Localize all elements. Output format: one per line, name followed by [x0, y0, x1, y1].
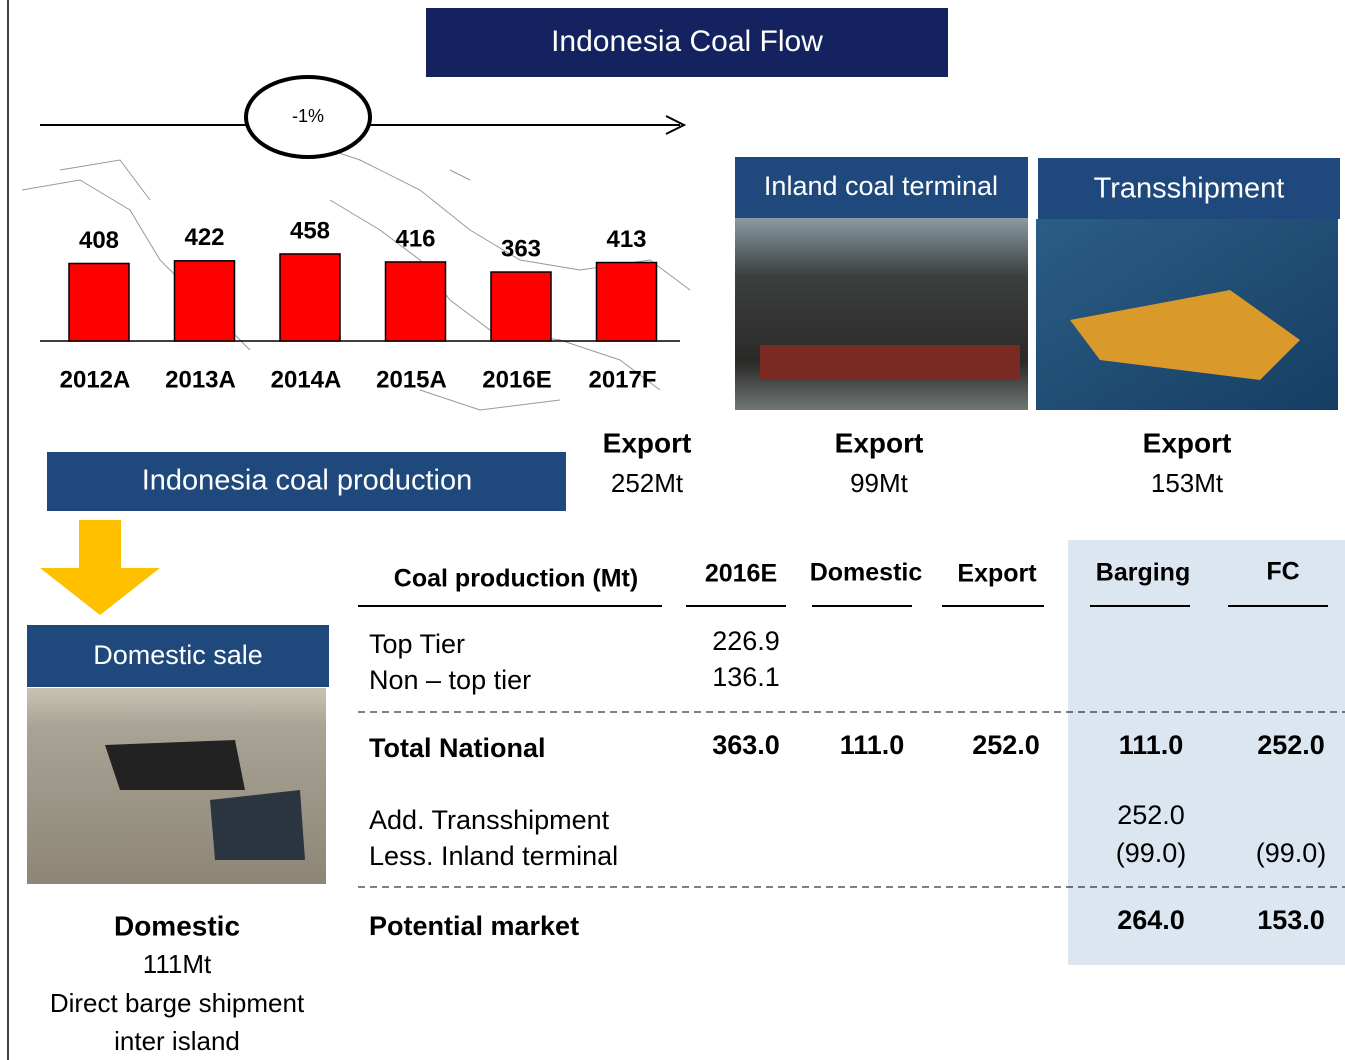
export-kind: Export [603, 427, 692, 458]
cell: 264.0 [1117, 905, 1185, 935]
photo-vessel [1070, 290, 1300, 380]
cagr-label: -1% [292, 106, 324, 126]
row-label: Less. Inland terminal [369, 841, 618, 871]
domestic-box [27, 625, 329, 687]
domestic-note: inter island [114, 1026, 240, 1056]
cell: 111.0 [1119, 730, 1184, 760]
column-header: Barging [1096, 559, 1190, 587]
photo-tug [210, 790, 305, 860]
bar [384, 261, 447, 342]
column-header: Coal production (Mt) [394, 565, 638, 593]
caption-box [47, 452, 566, 511]
data-label: 416 [395, 225, 435, 252]
highlight [1068, 540, 1345, 965]
bar [490, 271, 552, 342]
cell: 363.0 [712, 730, 780, 760]
column-header: 2016E [705, 560, 777, 588]
cell: 252.0 [1117, 800, 1185, 830]
x-tick-label: 2016E [482, 366, 551, 393]
data-label: 458 [290, 217, 330, 244]
photo-ship [760, 345, 1020, 380]
x-tick-label: 2012A [60, 366, 131, 393]
x-tick-label: 2017F [588, 366, 656, 393]
cell: 111.0 [840, 730, 905, 760]
down-arrow [40, 520, 160, 615]
bar [173, 260, 236, 342]
title-box [426, 8, 948, 77]
bar [279, 253, 341, 342]
column-header: Export [957, 560, 1037, 588]
domestic-amount: 111Mt [143, 949, 212, 979]
flow-label: Inland coal terminal [764, 171, 998, 201]
column-header: FC [1266, 558, 1299, 586]
cell: 252.0 [972, 730, 1040, 760]
bar [68, 262, 130, 342]
row-label: Add. Transshipment [369, 805, 610, 835]
row-label: Non – top tier [369, 665, 531, 695]
cell: 252.0 [1257, 730, 1325, 760]
data-label: 413 [606, 226, 646, 253]
chart-caption: Indonesia coal production [142, 465, 473, 497]
domestic-label: Domestic sale [93, 640, 263, 670]
x-tick-label: 2013A [165, 366, 236, 393]
data-label: 363 [501, 235, 541, 262]
column-header: Domestic [810, 559, 923, 587]
export-kind: Export [835, 427, 924, 458]
export-amount: 153Mt [1151, 468, 1224, 498]
cagr-ellipse [244, 75, 372, 159]
flow-box [735, 157, 1028, 218]
cell: (99.0) [1116, 838, 1187, 868]
row-label: Top Tier [369, 629, 465, 659]
cell: (99.0) [1256, 838, 1327, 868]
cell: 136.1 [712, 662, 780, 692]
photo-coal [105, 740, 245, 790]
cell: 226.9 [712, 626, 780, 656]
flow-label: Transshipment [1094, 173, 1285, 205]
row-label: Total National [369, 733, 546, 763]
map-outline [21, 139, 691, 411]
export-amount: 252Mt [611, 468, 684, 498]
data-label: 408 [79, 227, 119, 254]
row-label: Potential market [369, 911, 579, 941]
photo-terminal [735, 218, 1028, 410]
title: Indonesia Coal Flow [551, 25, 823, 58]
data-label: 422 [184, 224, 224, 251]
export-kind: Export [1143, 427, 1232, 458]
bar [595, 261, 658, 342]
flow-box [1038, 158, 1340, 219]
cell: 153.0 [1257, 905, 1325, 935]
export-amount: 99Mt [850, 468, 909, 498]
domestic-note: Direct barge shipment [50, 988, 305, 1018]
arrow-head [665, 115, 687, 135]
x-tick-label: 2015A [376, 366, 447, 393]
domestic-kind: Domestic [114, 910, 240, 941]
x-tick-label: 2014A [271, 366, 342, 393]
